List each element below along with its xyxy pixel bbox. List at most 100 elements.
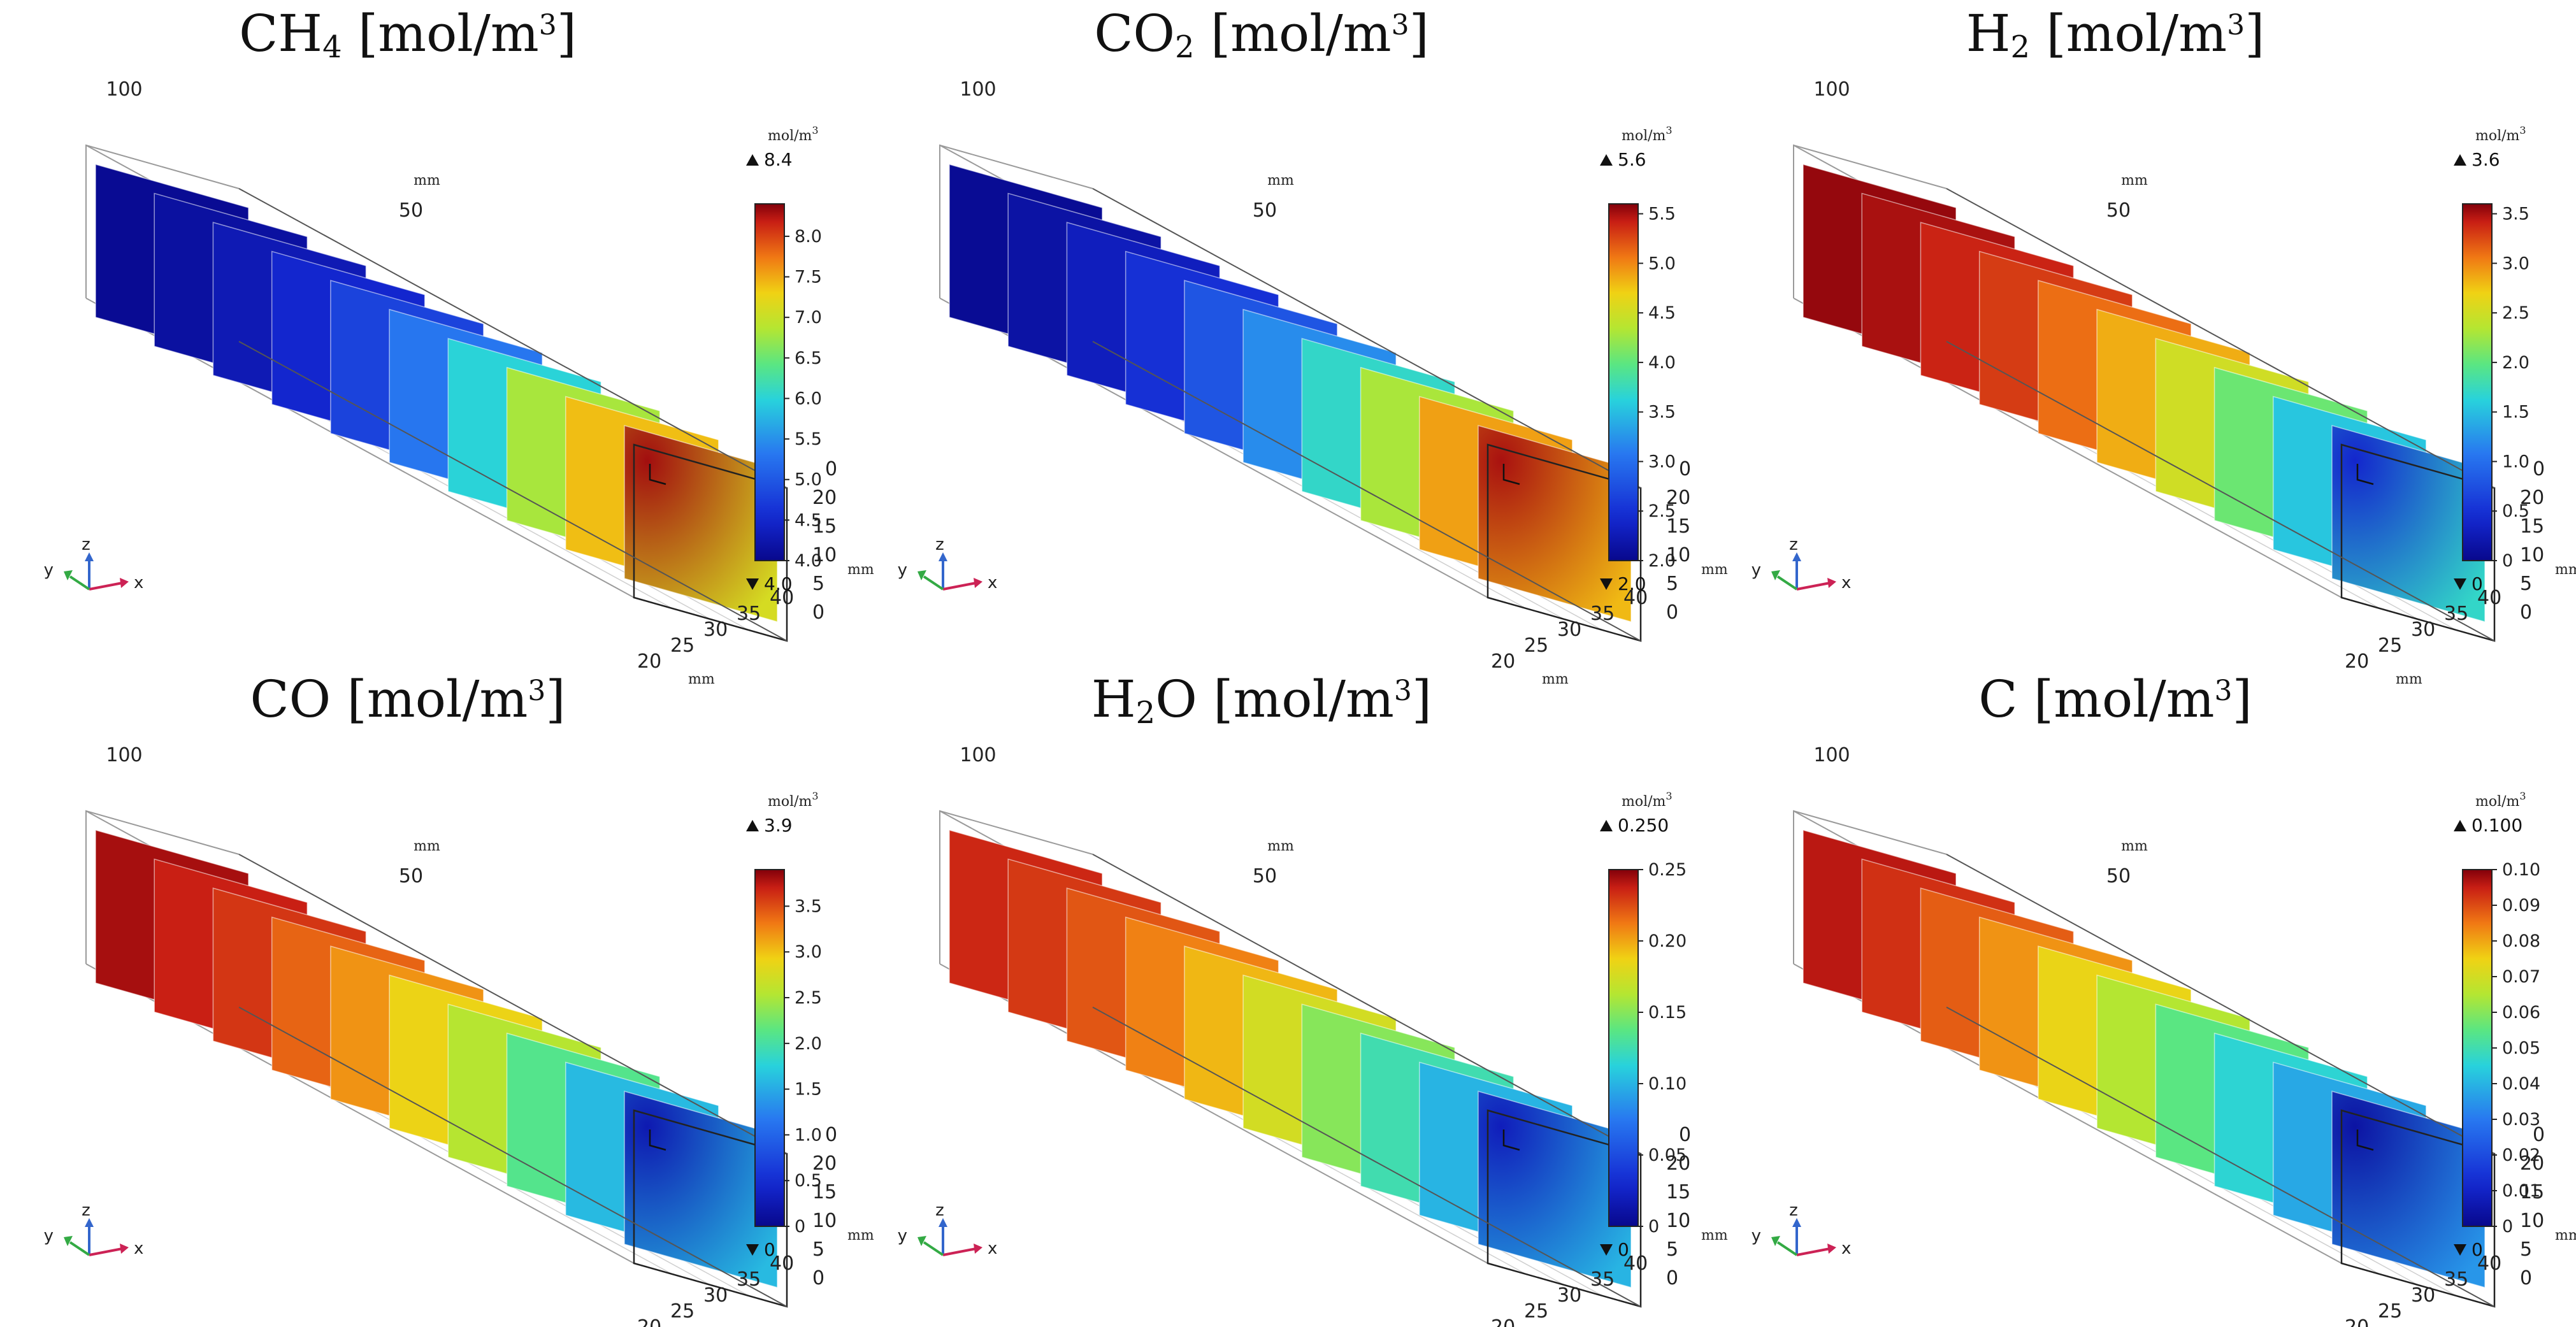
corner-marker bbox=[1502, 1130, 1520, 1151]
box-edge-depth-front bbox=[1946, 1007, 2495, 1307]
width-unit-mm: mm bbox=[2396, 671, 2422, 687]
panel-title: C [mol/m3] bbox=[1978, 670, 2252, 729]
colorbar-tick-label: 0.10 bbox=[2502, 860, 2540, 880]
colorbar-min-label: 0 bbox=[2472, 573, 2483, 594]
title-unit: [mol/m bbox=[2030, 4, 2227, 63]
colorbar-max-label: 3.6 bbox=[2472, 149, 2500, 170]
triad-z-label: z bbox=[1789, 535, 1798, 554]
height-tick-0: 0 bbox=[2520, 601, 2532, 624]
colorbar bbox=[1608, 203, 1639, 561]
colorbar-unit: mol/m3 bbox=[2475, 124, 2526, 144]
triad-x-label: x bbox=[1841, 573, 1851, 592]
colorbar-tick-label: 2.5 bbox=[795, 988, 822, 1008]
axis-unit-mm: mm bbox=[414, 173, 440, 189]
colorbar-max-label: 0.100 bbox=[2472, 815, 2522, 836]
width-tick-40: 40 bbox=[1623, 1252, 1648, 1275]
colorbar-tick-label: 0.15 bbox=[1648, 1003, 1687, 1022]
height-tick-10: 10 bbox=[2520, 544, 2544, 566]
box-edge-depth-front bbox=[1946, 854, 2495, 1154]
triad-z-head bbox=[1792, 552, 1801, 561]
height-tick-20: 20 bbox=[812, 487, 837, 509]
panel-title: H2O [mol/m3] bbox=[1091, 670, 1432, 731]
triad-y-arrow bbox=[1776, 575, 1798, 591]
colorbar-tick-label: 3.0 bbox=[2502, 254, 2529, 273]
title-superscript: 3 bbox=[2227, 9, 2245, 41]
axis-unit-mm: mm bbox=[1267, 838, 1294, 854]
height-unit-mm: mm bbox=[847, 1228, 874, 1244]
axis-tick-50: 50 bbox=[1253, 865, 1277, 887]
height-tick-15: 15 bbox=[812, 515, 837, 538]
colorbar-unit: mol/m3 bbox=[2475, 790, 2526, 810]
corner-marker bbox=[2356, 464, 2374, 485]
triad-z-head bbox=[939, 1218, 947, 1227]
axis-tick-100: 100 bbox=[1813, 744, 1850, 766]
triad-z-label: z bbox=[82, 1201, 90, 1220]
colorbar-tick-label: 2.5 bbox=[2502, 303, 2529, 323]
axis-tick-50: 50 bbox=[1253, 199, 1277, 222]
width-tick-35: 35 bbox=[1590, 603, 1615, 625]
axis-tick-100: 100 bbox=[106, 78, 142, 101]
triad-y-head bbox=[917, 570, 926, 580]
title-subscript: 2 bbox=[2010, 29, 2030, 65]
triad-z-head bbox=[939, 552, 947, 561]
height-tick-20: 20 bbox=[1666, 1152, 1690, 1175]
triad-y-head bbox=[917, 1236, 926, 1246]
colorbar-unit: mol/m3 bbox=[1622, 790, 1673, 810]
width-tick-30: 30 bbox=[2411, 619, 2435, 641]
colorbar-tick-label: 0.05 bbox=[2502, 1038, 2540, 1058]
colorbar-tick-label: 0.25 bbox=[1648, 860, 1687, 880]
colorbar-tick-label: 4.0 bbox=[1648, 353, 1676, 373]
height-tick-0: 0 bbox=[812, 601, 824, 624]
max-triangle-icon bbox=[746, 820, 759, 831]
min-triangle-icon bbox=[2454, 1244, 2466, 1256]
corner-marker bbox=[649, 1130, 666, 1151]
colorbar-unit-base: mol/m bbox=[768, 128, 812, 144]
height-tick-15: 15 bbox=[2520, 1181, 2544, 1203]
width-tick-35: 35 bbox=[1590, 1268, 1615, 1291]
triad-x-head bbox=[1827, 578, 1836, 588]
colorbar-max-label: 8.4 bbox=[764, 149, 793, 170]
width-tick-30: 30 bbox=[2411, 1284, 2435, 1307]
triad-x-label: x bbox=[988, 1239, 997, 1258]
colorbar-unit-sup: 3 bbox=[812, 790, 818, 802]
colorbar-tick-label: 1.5 bbox=[2502, 403, 2529, 422]
axis-tick-50: 50 bbox=[399, 199, 423, 222]
box-edge-depth-front bbox=[238, 1007, 788, 1307]
min-triangle-icon bbox=[746, 578, 759, 590]
height-tick-5: 5 bbox=[812, 573, 824, 595]
colorbar-tick-label: 6.5 bbox=[795, 348, 822, 368]
colorbar-max-label: 0.250 bbox=[1618, 815, 1669, 836]
max-triangle-icon bbox=[1600, 820, 1613, 831]
triad-y-label: y bbox=[1752, 1226, 1761, 1245]
triad-x-arrow bbox=[89, 582, 123, 591]
width-tick-30: 30 bbox=[703, 1284, 728, 1307]
title-base: C bbox=[1978, 670, 2017, 729]
triad-z-head bbox=[85, 552, 94, 561]
width-unit-mm: mm bbox=[1542, 671, 1569, 687]
colorbar-tick-label: 4.5 bbox=[795, 510, 822, 530]
title-end: ] bbox=[1409, 4, 1429, 63]
width-tick-30: 30 bbox=[1557, 619, 1581, 641]
title-base: H bbox=[1091, 670, 1136, 729]
height-tick-10: 10 bbox=[812, 1210, 837, 1232]
box-edge-depth-front bbox=[238, 341, 788, 642]
colorbar-tick-label: 0 bbox=[795, 1217, 805, 1237]
triad-x-arrow bbox=[942, 582, 977, 591]
colorbar-min-label: 2.0 bbox=[1618, 573, 1646, 594]
colorbar-unit: mol/m3 bbox=[768, 124, 819, 144]
colorbar-unit: mol/m3 bbox=[1622, 124, 1673, 144]
colorbar bbox=[754, 203, 785, 561]
axis-unit-mm: mm bbox=[414, 838, 440, 854]
max-triangle-icon bbox=[2454, 820, 2466, 831]
height-tick-0: 0 bbox=[825, 458, 837, 480]
width-tick-20: 20 bbox=[2345, 650, 2369, 673]
axis-tick-50: 50 bbox=[2106, 199, 2131, 222]
colorbar bbox=[1608, 869, 1639, 1227]
min-triangle-icon bbox=[1600, 578, 1613, 590]
width-tick-20: 20 bbox=[1491, 1316, 1515, 1327]
title-superscript: 3 bbox=[528, 675, 545, 707]
height-tick-10: 10 bbox=[1666, 544, 1690, 566]
box-edge-depth-front bbox=[1092, 854, 1641, 1154]
axis-tick-100: 100 bbox=[1813, 78, 1850, 101]
